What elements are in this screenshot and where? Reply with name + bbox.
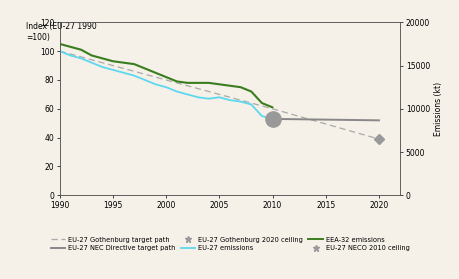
Y-axis label: Emissions (kt): Emissions (kt) bbox=[433, 82, 442, 136]
Legend: EU-27 Gothenburg target path, EU-27 NEC Directive target path, EU-27 Gothenburg : EU-27 Gothenburg target path, EU-27 NEC … bbox=[50, 237, 409, 251]
Y-axis label: Index (EU-27 1990
=100): Index (EU-27 1990 =100) bbox=[26, 22, 96, 42]
